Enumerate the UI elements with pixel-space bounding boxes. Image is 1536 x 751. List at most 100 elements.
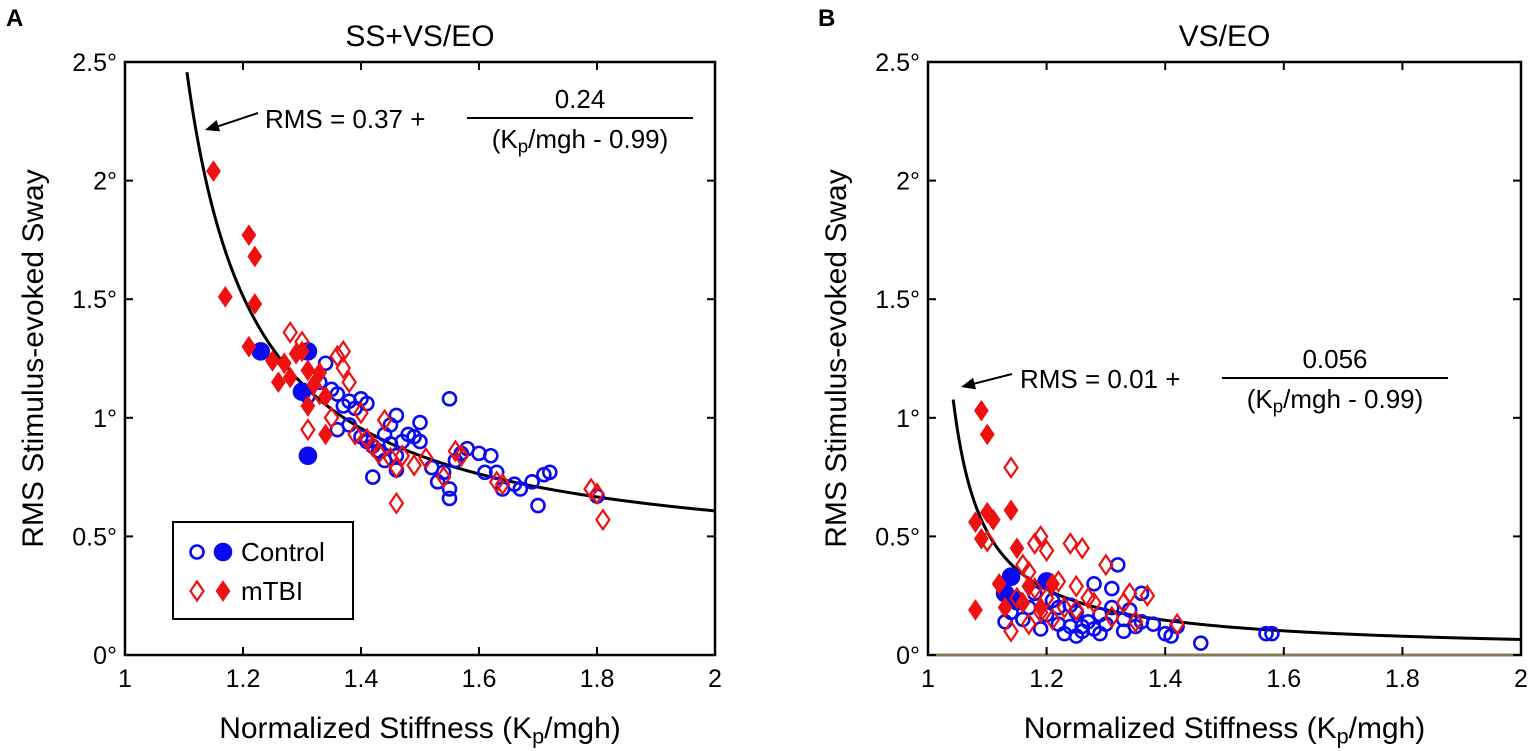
y-tick-label: 2.5° (875, 49, 920, 77)
legend-label-control: Control (241, 537, 325, 567)
data-point (341, 370, 358, 394)
data-point (1020, 612, 1037, 636)
y-tick-label: 1.5° (875, 286, 920, 314)
fit-arrow-head (205, 120, 221, 132)
data-point (1068, 598, 1085, 622)
fit-denominator: (Kp/mgh - 0.99) (492, 124, 669, 157)
legend-box (172, 521, 354, 620)
y-axis-label: RMS Stimulus-evoked Sway (17, 169, 50, 547)
data-point (282, 320, 299, 344)
data-point (441, 481, 458, 497)
data-point (1003, 456, 1019, 480)
x-tick-label: 1.8 (580, 665, 615, 693)
data-point (979, 423, 995, 446)
plot-frame (123, 60, 717, 657)
data-point (1127, 610, 1144, 634)
legend-marker-mtbi-filled (215, 580, 231, 602)
data-point (1038, 539, 1055, 563)
data-point (388, 407, 405, 424)
data-point (1098, 553, 1114, 577)
data-point (488, 464, 505, 481)
data-point (388, 491, 405, 515)
data-point (968, 599, 983, 621)
legend-marker-control-open (189, 544, 205, 560)
fit-denominator: (Kp/mgh - 0.99) (1247, 384, 1424, 417)
data-point (412, 433, 428, 450)
data-point (298, 446, 318, 466)
y-tick-label: 0° (896, 642, 920, 670)
fit-numerator: 0.24 (555, 84, 606, 114)
data-point (1192, 635, 1209, 651)
y-tick-label: 1° (93, 405, 117, 433)
data-point (1003, 499, 1019, 522)
y-tick-label: 1° (896, 405, 920, 433)
data-point (1258, 625, 1274, 642)
data-point (318, 423, 334, 446)
data-point (530, 497, 546, 514)
legend-marker-mtbi-open (189, 579, 205, 603)
x-tick-label: 1.6 (1266, 665, 1301, 693)
data-point (412, 414, 428, 431)
data-point (270, 371, 286, 394)
data-point (347, 422, 363, 446)
data-point (1068, 628, 1085, 644)
panel-letter: A (6, 5, 23, 32)
data-point (300, 418, 316, 442)
data-point (441, 490, 458, 507)
x-axis-label: Normalized Stiffness (Kp/mgh) (1024, 712, 1426, 748)
data-point (985, 508, 1001, 531)
x-axis-label: Normalized Stiffness (Kp/mgh) (219, 712, 621, 748)
data-point (1074, 536, 1091, 560)
chart-panel-a: A SS+VS/EO 1 1.2 1.4 1.6 1.8 2 0° 0.5° 1° 1.5° 2° 2.5… (6, 5, 722, 748)
data-point (335, 339, 352, 363)
data-point (453, 444, 470, 468)
x-tick-label: 2 (1514, 665, 1528, 693)
data-point (1068, 574, 1085, 598)
data-point (364, 469, 381, 485)
data-point (265, 350, 280, 372)
data-point (312, 361, 328, 384)
fit-arrow-head (961, 377, 977, 390)
fit-arrow-line (212, 112, 259, 129)
data-point (1145, 616, 1162, 632)
data-point (1003, 619, 1019, 643)
x-tick-label: 1.2 (226, 665, 261, 693)
data-point (1139, 584, 1156, 608)
x-tick-label: 1.4 (344, 665, 379, 693)
data-point (276, 352, 292, 375)
y-tick-label: 0° (93, 642, 117, 670)
data-point (435, 465, 452, 489)
data-point (1044, 607, 1061, 631)
data-point (353, 401, 369, 425)
data-point (376, 408, 393, 432)
data-point (1032, 524, 1049, 548)
data-point (241, 224, 257, 246)
legend: Control mTBI (172, 521, 354, 620)
data-point (1086, 591, 1102, 615)
data-point (494, 472, 511, 496)
chart-title: SS+VS/EO (345, 20, 494, 53)
data-point (300, 359, 316, 382)
data-point (406, 453, 422, 477)
data-point (524, 474, 540, 490)
x-tick-label: 1.2 (1029, 665, 1064, 693)
data-point (1169, 612, 1185, 636)
data-point (241, 335, 257, 358)
data-point (1033, 596, 1049, 619)
fit-equation-prefix: RMS = 0.01 + (1020, 364, 1180, 394)
data-point (335, 356, 352, 380)
data-point (541, 464, 558, 481)
data-point (1026, 532, 1043, 555)
data-point (1056, 596, 1073, 620)
chart-title: VS/EO (1179, 20, 1271, 53)
data-point (441, 391, 458, 407)
data-point (394, 444, 411, 468)
data-point (1104, 599, 1120, 616)
data-point (482, 447, 499, 464)
data-point (418, 446, 434, 470)
panel-letter: B (818, 5, 835, 32)
data-point (247, 245, 263, 268)
data-point (1009, 537, 1025, 560)
data-point (589, 482, 605, 506)
